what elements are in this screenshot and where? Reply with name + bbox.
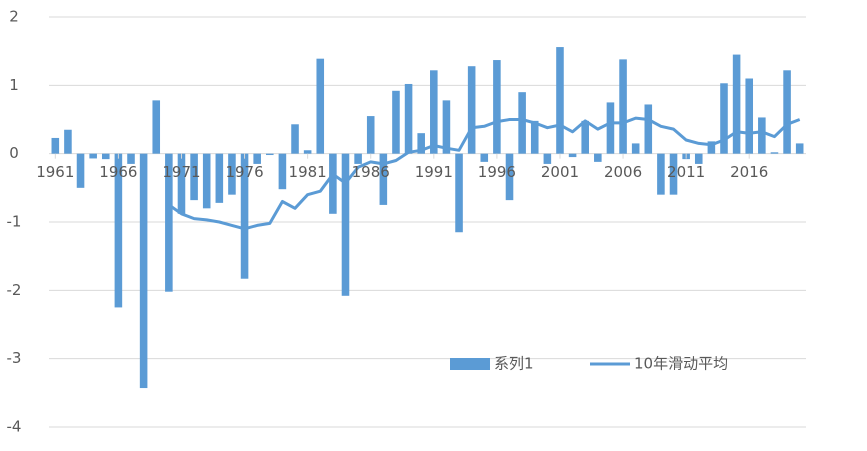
bar	[177, 153, 186, 214]
bar	[745, 78, 754, 154]
bar	[758, 117, 766, 154]
legend-swatch	[450, 358, 490, 370]
bar	[240, 153, 249, 279]
bar	[51, 137, 60, 154]
bar	[720, 83, 728, 154]
bar	[619, 59, 627, 154]
y-tick-label: -2	[7, 281, 22, 299]
x-tick-label: 1961	[36, 163, 74, 181]
bar	[493, 60, 501, 154]
bar	[165, 153, 173, 292]
line	[168, 116, 801, 231]
legend-label: 10年滑动平均	[634, 355, 728, 373]
x-tick-label: 1991	[415, 163, 453, 181]
bar	[732, 54, 741, 154]
y-tick-label: 0	[9, 144, 19, 162]
bar	[101, 153, 110, 160]
y-tick-label: -3	[7, 349, 22, 367]
bar	[556, 47, 564, 154]
bar	[530, 120, 539, 154]
bar	[694, 153, 703, 164]
x-tick-label: 1981	[289, 163, 327, 181]
bar	[114, 153, 123, 308]
bar	[392, 90, 400, 154]
bar	[455, 153, 463, 233]
x-tick-label: 2011	[667, 163, 705, 181]
bar	[568, 153, 577, 158]
y-tick-label: 1	[9, 76, 19, 94]
bar	[329, 153, 337, 214]
bar	[341, 153, 350, 296]
bar	[303, 150, 312, 154]
bar	[442, 100, 451, 154]
bar	[467, 66, 476, 154]
bar	[215, 153, 224, 203]
bar	[316, 58, 325, 154]
bar	[64, 129, 72, 154]
x-tick-label: 1996	[478, 163, 516, 181]
x-tick-label: 1966	[99, 163, 137, 181]
bar	[594, 153, 602, 162]
legend: 系列1 10年滑动平均	[450, 355, 728, 373]
bar	[783, 70, 791, 154]
bar	[278, 153, 287, 190]
bar	[417, 133, 425, 154]
bar	[543, 153, 552, 164]
y-tick-label: 2	[9, 8, 19, 26]
y-tick-label: -4	[7, 418, 22, 436]
bar	[581, 120, 589, 154]
bar	[190, 153, 198, 201]
legend-label: 系列1	[494, 355, 534, 373]
bar	[795, 143, 804, 154]
bar	[266, 153, 274, 156]
bar	[770, 152, 779, 154]
x-tick-label: 2001	[541, 163, 579, 181]
bar	[202, 153, 211, 209]
x-tick-label: 1971	[162, 163, 200, 181]
bar	[152, 100, 161, 154]
x-tick-label: 2006	[604, 163, 642, 181]
bar	[76, 153, 85, 188]
bar	[228, 153, 236, 195]
bar	[404, 83, 413, 154]
bar	[354, 153, 362, 164]
bar	[631, 143, 640, 154]
bar	[379, 153, 388, 205]
bar	[430, 70, 438, 154]
bar	[644, 104, 653, 154]
x-tick-label: 1986	[352, 163, 390, 181]
x-tick-label: 2016	[730, 163, 768, 181]
x-tick-label: 1976	[225, 163, 263, 181]
bar	[253, 153, 261, 164]
y-tick-label: -1	[7, 213, 22, 231]
bar	[707, 141, 716, 154]
bar	[89, 153, 97, 159]
bar	[139, 153, 148, 389]
bar	[480, 153, 489, 162]
bar	[291, 124, 299, 154]
bar	[127, 153, 135, 164]
bar	[505, 153, 514, 201]
bar	[518, 92, 526, 154]
bar	[606, 102, 615, 154]
bar	[669, 153, 678, 195]
bar	[657, 153, 665, 195]
bar	[366, 116, 375, 154]
